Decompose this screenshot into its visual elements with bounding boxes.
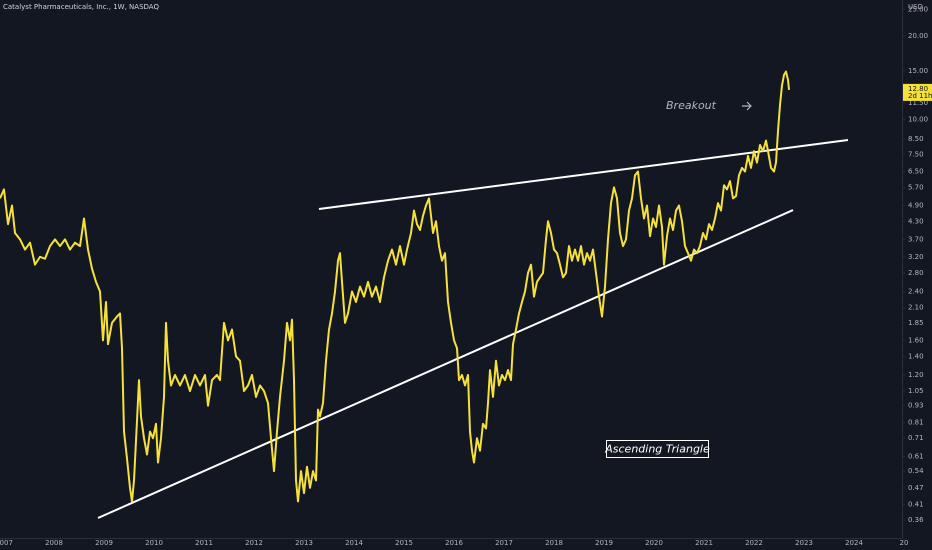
y-tick-label: 0.61 <box>908 452 924 460</box>
pattern-box <box>606 440 709 458</box>
x-tick-label: 2017 <box>495 539 513 547</box>
y-tick-label: 0.47 <box>908 484 924 492</box>
x-tick-label: 2013 <box>295 539 313 547</box>
y-tick-label: 0.71 <box>908 434 924 442</box>
x-tick-label: 2010 <box>145 539 163 547</box>
y-tick-label: 3.70 <box>908 235 924 243</box>
y-tick-label: 0.41 <box>908 500 924 508</box>
y-tick-label: 2.10 <box>908 304 924 312</box>
y-tick-label: 7.50 <box>908 150 924 158</box>
y-tick-label: 11.50 <box>908 99 928 107</box>
x-tick-label: 20 <box>900 539 909 547</box>
y-tick-label: 6.50 <box>908 168 924 176</box>
y-tick-label: 10.00 <box>908 116 928 124</box>
x-tick-label: 2014 <box>345 539 363 547</box>
price-line <box>0 70 790 503</box>
x-tick-label: 2021 <box>695 539 713 547</box>
price-tag-label: 12.80 <box>908 85 928 93</box>
y-tick-label: 0.81 <box>908 418 924 426</box>
y-tick-label: 4.90 <box>908 202 924 210</box>
trend-line <box>97 209 794 519</box>
y-tick-label: 2.80 <box>908 269 924 277</box>
x-tick-label: 2020 <box>645 539 663 547</box>
currency-label: USD <box>908 3 923 11</box>
y-tick-label: 0.54 <box>908 467 924 475</box>
x-tick-label: 2012 <box>245 539 263 547</box>
y-tick-label: 1.40 <box>908 352 924 360</box>
y-tick-label: 4.30 <box>908 217 924 225</box>
y-tick-label: 3.20 <box>908 253 924 261</box>
x-tick-label: 2023 <box>795 539 813 547</box>
breakout-label: Breakout <box>666 99 717 112</box>
price-tag-countdown: 2d 11h <box>908 92 932 100</box>
y-tick-label: 2.40 <box>908 288 924 296</box>
x-tick-label: 2009 <box>95 539 113 547</box>
x-tick-label: 2022 <box>745 539 763 547</box>
x-tick-label: 2015 <box>395 539 413 547</box>
y-tick-label: 0.93 <box>908 402 924 410</box>
price-tag <box>903 83 932 101</box>
y-tick-label: 8.50 <box>908 135 924 143</box>
x-tick-label: 2008 <box>45 539 63 547</box>
y-tick-label: 1.20 <box>908 371 924 379</box>
y-tick-label: 1.05 <box>908 387 924 395</box>
y-tick-label: 1.60 <box>908 336 924 344</box>
y-tick-label: 0.36 <box>908 516 924 524</box>
x-tick-label: 2007 <box>0 539 13 547</box>
y-tick-label: 15.00 <box>908 67 928 75</box>
y-tick-label: 1.85 <box>908 319 924 327</box>
y-tick-label: 25.00 <box>908 5 928 13</box>
y-tick-label: 5.70 <box>908 183 924 191</box>
x-tick-label: 2011 <box>195 539 213 547</box>
breakout-arrow <box>742 101 752 111</box>
pattern-label: Ascending Triangle <box>604 443 710 456</box>
x-tick-label: 2016 <box>445 539 463 547</box>
x-tick-label: 2018 <box>545 539 563 547</box>
x-tick-label: 2019 <box>595 539 613 547</box>
y-tick-label: 20.00 <box>908 32 928 40</box>
x-tick-label: 2024 <box>845 539 863 547</box>
chart-title: Catalyst Pharmaceuticals, Inc., 1W, NASD… <box>3 3 159 11</box>
